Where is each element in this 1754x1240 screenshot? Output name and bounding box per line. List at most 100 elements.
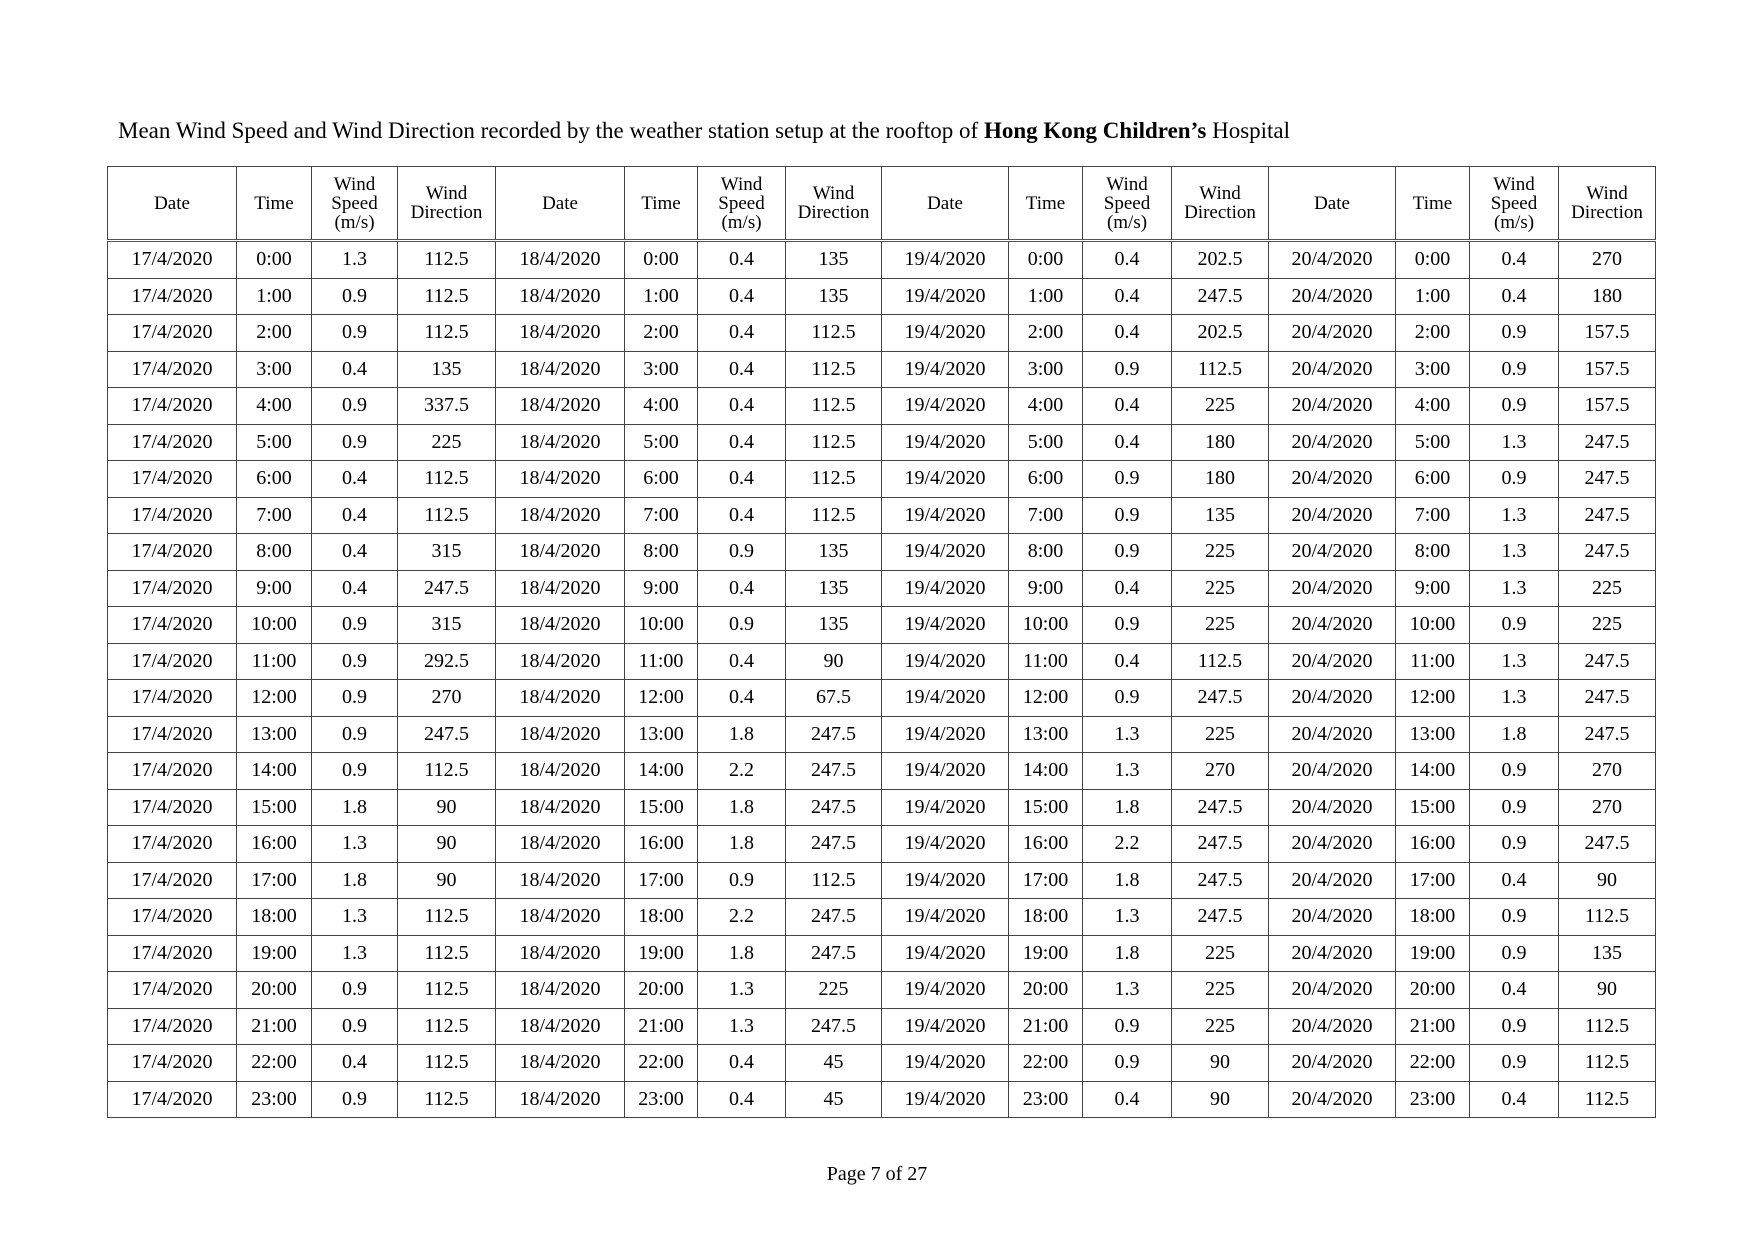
- time-cell: 10:00: [1395, 606, 1470, 644]
- wind-speed-cell: 0.4: [697, 314, 786, 352]
- wind-direction-cell: 202.5: [1171, 314, 1269, 352]
- wind-speed-cell: 2.2: [697, 752, 786, 790]
- wind-speed-cell: 0.9: [311, 387, 398, 425]
- time-cell: 9:00: [1395, 569, 1470, 607]
- time-cell: 7:00: [1008, 496, 1083, 534]
- caption-hospital-name: Hong Kong Children’s: [983, 118, 1207, 143]
- header-date-text: Date: [542, 192, 578, 214]
- time-cell: 14:00: [236, 752, 312, 790]
- date-cell: 20/4/2020: [1268, 496, 1396, 534]
- date-cell: 17/4/2020: [107, 350, 237, 388]
- wind-direction-cell: 112.5: [785, 387, 882, 425]
- wind-speed-cell: 0.9: [311, 1080, 398, 1118]
- header-wind-speed-text: Wind: [720, 173, 763, 195]
- table-row: 17/4/2020 10:00 0.9 315 18/4/2020 10:00 0.9 135…: [107, 606, 1656, 644]
- time-cell: 3:00: [624, 350, 698, 388]
- wind-direction-cell: 225: [1171, 533, 1269, 571]
- wind-speed-cell: 1.3: [1082, 752, 1172, 790]
- date-cell: 17/4/2020: [107, 387, 237, 425]
- wind-speed-cell: 0.9: [1469, 1044, 1559, 1082]
- date-cell: 17/4/2020: [107, 1007, 237, 1045]
- wind-speed-cell: 0.9: [311, 715, 398, 753]
- date-cell: 17/4/2020: [107, 971, 237, 1009]
- header-wind-direction: Wind Direction: [785, 166, 882, 241]
- wind-speed-cell: 1.3: [1469, 679, 1559, 717]
- wind-direction-cell: 225: [397, 423, 496, 461]
- wind-direction-cell: 225: [1171, 387, 1269, 425]
- date-cell: 18/4/2020: [495, 934, 625, 972]
- wind-direction-cell: 112.5: [397, 752, 496, 790]
- wind-speed-cell: 0.4: [311, 569, 398, 607]
- time-cell: 6:00: [624, 460, 698, 498]
- wind-speed-cell: 1.3: [697, 971, 786, 1009]
- time-cell: 10:00: [236, 606, 312, 644]
- date-cell: 17/4/2020: [107, 898, 237, 936]
- wind-direction-cell: 225: [1171, 569, 1269, 607]
- wind-speed-cell: 0.9: [697, 606, 786, 644]
- wind-direction-cell: 90: [397, 861, 496, 899]
- time-cell: 16:00: [1008, 825, 1083, 863]
- date-cell: 17/4/2020: [107, 240, 237, 279]
- wind-speed-cell: 0.9: [311, 314, 398, 352]
- wind-speed-cell: 0.9: [1082, 1007, 1172, 1045]
- time-cell: 19:00: [1008, 934, 1083, 972]
- wind-direction-cell: 247.5: [1558, 679, 1656, 717]
- wind-direction-cell: 247.5: [785, 825, 882, 863]
- time-cell: 6:00: [1395, 460, 1470, 498]
- wind-speed-cell: 1.3: [1469, 569, 1559, 607]
- table-row: 17/4/2020 5:00 0.9 225 18/4/2020 5:00 0.4 112.5…: [107, 423, 1656, 461]
- wind-direction-cell: 112.5: [397, 1080, 496, 1118]
- time-cell: 9:00: [624, 569, 698, 607]
- date-cell: 19/4/2020: [881, 350, 1009, 388]
- header-time-text: Time: [1412, 192, 1453, 214]
- date-cell: 18/4/2020: [495, 752, 625, 790]
- time-cell: 7:00: [1395, 496, 1470, 534]
- wind-speed-cell: 1.3: [1082, 971, 1172, 1009]
- date-cell: 20/4/2020: [1268, 1007, 1396, 1045]
- wind-direction-cell: 112.5: [1558, 1080, 1656, 1118]
- date-cell: 17/4/2020: [107, 533, 237, 571]
- date-cell: 19/4/2020: [881, 606, 1009, 644]
- wind-direction-cell: 112.5: [785, 496, 882, 534]
- wind-direction-cell: 45: [785, 1044, 882, 1082]
- header-wind-direction-text: Direction: [1571, 202, 1643, 223]
- header-time-text: Time: [641, 192, 681, 214]
- wind-speed-cell: 1.3: [311, 934, 398, 972]
- wind-direction-cell: 112.5: [397, 898, 496, 936]
- time-cell: 17:00: [1008, 861, 1083, 899]
- table-row: 17/4/2020 19:00 1.3 112.5 18/4/2020 19:00 1.8 2…: [107, 934, 1656, 972]
- date-cell: 17/4/2020: [107, 715, 237, 753]
- date-cell: 17/4/2020: [107, 277, 237, 315]
- date-cell: 19/4/2020: [881, 460, 1009, 498]
- wind-direction-cell: 247.5: [397, 569, 496, 607]
- wind-direction-cell: 112.5: [397, 314, 496, 352]
- wind-speed-cell: 0.9: [311, 423, 398, 461]
- date-cell: 20/4/2020: [1268, 277, 1396, 315]
- date-cell: 18/4/2020: [495, 606, 625, 644]
- date-cell: 19/4/2020: [881, 240, 1009, 279]
- date-cell: 17/4/2020: [107, 642, 237, 680]
- date-cell: 19/4/2020: [881, 569, 1009, 607]
- wind-speed-cell: 0.9: [311, 1007, 398, 1045]
- wind-direction-cell: 270: [1558, 240, 1656, 279]
- wind-direction-cell: 180: [1558, 277, 1656, 315]
- wind-direction-cell: 112.5: [397, 1044, 496, 1082]
- wind-direction-cell: 135: [785, 240, 882, 279]
- time-cell: 12:00: [1008, 679, 1083, 717]
- wind-speed-cell: 0.4: [311, 460, 398, 498]
- wind-speed-cell: 0.9: [1469, 934, 1559, 972]
- wind-direction-cell: 270: [1171, 752, 1269, 790]
- wind-speed-cell: 0.9: [1082, 1044, 1172, 1082]
- table-row: 17/4/2020 3:00 0.4 135 18/4/2020 3:00 0.4 112.5…: [107, 350, 1656, 388]
- header-wind-speed-text: Speed: [718, 192, 765, 214]
- wind-direction-cell: 112.5: [785, 423, 882, 461]
- date-cell: 18/4/2020: [495, 642, 625, 680]
- time-cell: 22:00: [1008, 1044, 1083, 1082]
- table-row: 17/4/2020 22:00 0.4 112.5 18/4/2020 22:00 0.4 4…: [107, 1044, 1656, 1082]
- date-cell: 19/4/2020: [881, 423, 1009, 461]
- date-cell: 20/4/2020: [1268, 460, 1396, 498]
- time-cell: 15:00: [1395, 788, 1470, 826]
- time-cell: 18:00: [236, 898, 312, 936]
- date-cell: 18/4/2020: [495, 971, 625, 1009]
- header-wind-direction-text: Wind: [1586, 183, 1628, 204]
